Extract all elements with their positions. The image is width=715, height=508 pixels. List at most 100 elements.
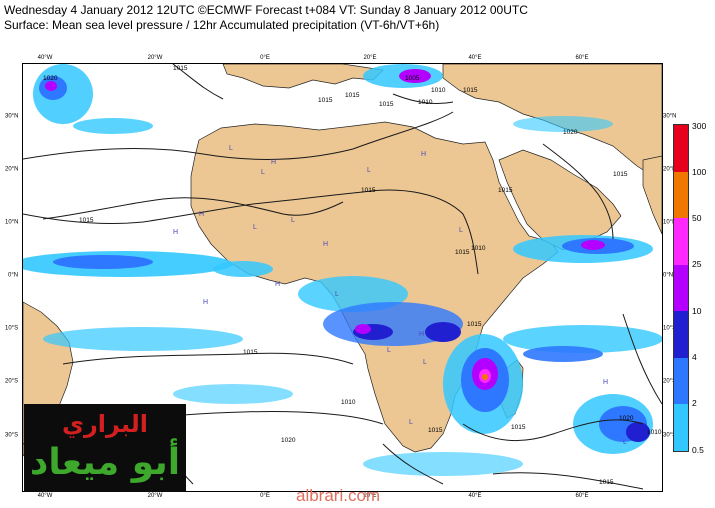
- precip-area: [43, 327, 243, 351]
- isobar-line: [23, 191, 364, 225]
- low-pressure-mark: L: [387, 347, 391, 354]
- isobar-label: 1015: [428, 427, 443, 434]
- precip-area: [355, 324, 371, 334]
- low-pressure-mark: L: [623, 439, 627, 446]
- lon-tick-top-20w: 20°W: [147, 55, 163, 61]
- lat-tick-right-20s: 20°S: [663, 378, 677, 385]
- low-pressure-mark: L: [261, 169, 265, 176]
- precip-area: [45, 81, 57, 91]
- logo-subtitle: أبو ميعاد: [29, 442, 181, 483]
- colorbar-segment: [674, 311, 688, 358]
- isobar-label: 1020: [43, 75, 58, 82]
- isobar-label: 1005: [405, 75, 420, 82]
- lat-tick-left-20s: 20°S: [5, 378, 19, 385]
- isobar-line: [42, 197, 344, 220]
- precip-area: [425, 322, 461, 342]
- isobar-label: 1015: [599, 479, 614, 486]
- colorbar-label: 10: [692, 306, 702, 316]
- lat-tick-right-30s: 30°S: [663, 432, 677, 439]
- precip-area: [173, 384, 293, 404]
- lon-tick-bottom-40w: 40°W: [37, 493, 53, 499]
- colorbar-label: 100: [692, 167, 707, 177]
- lon-tick-top-40e: 40°E: [468, 55, 482, 61]
- low-pressure-mark: L: [253, 224, 257, 231]
- lon-tick-bottom-60e: 60°E: [575, 493, 589, 499]
- low-pressure-mark: L: [335, 291, 339, 298]
- high-pressure-mark: H: [603, 379, 608, 386]
- precip-area: [53, 255, 153, 269]
- colorbar-segment: [674, 404, 688, 451]
- colorbar-label: 2: [692, 398, 697, 408]
- colorbar-label: 300: [692, 121, 707, 131]
- high-pressure-mark: H: [275, 281, 280, 288]
- forecast-map: 1020 1015 1015 1015 1015 1010 1005 1010 …: [22, 63, 663, 492]
- lon-tick-bottom-0e: 0°E: [260, 493, 270, 499]
- isobar-label: 1015: [361, 187, 376, 194]
- low-pressure-mark: L: [459, 227, 463, 234]
- colorbar-label: 0.5: [692, 445, 704, 455]
- lat-tick-left-0n: 0°N: [8, 272, 19, 279]
- precip-area: [581, 240, 605, 250]
- high-pressure-mark: H: [173, 229, 178, 236]
- pressure-centers: H H L L L H H L L H H H L H L L H L H L …: [109, 145, 627, 446]
- isobar-line: [362, 189, 479, 275]
- lon-tick-top-40w: 40°W: [37, 55, 53, 61]
- high-pressure-mark: H: [271, 159, 276, 166]
- isobar-label: 1015: [243, 349, 258, 356]
- lat-tick-left-20n: 20°N: [5, 166, 19, 173]
- colorbar-label: 25: [692, 259, 702, 269]
- high-pressure-mark: H: [199, 211, 204, 218]
- precip-area: [523, 346, 603, 362]
- colorbar-label: 50: [692, 213, 702, 223]
- low-pressure-mark: L: [423, 359, 427, 366]
- isobar-label: 1015: [345, 92, 360, 99]
- low-pressure-mark: L: [367, 167, 371, 174]
- colorbar-label: 4: [692, 352, 697, 362]
- lon-tick-bottom-20e: 20°E: [363, 493, 377, 499]
- isobar-line: [492, 472, 644, 490]
- precip-area: [363, 452, 523, 476]
- precip-area: [513, 116, 613, 132]
- isobar-label: 1015: [467, 321, 482, 328]
- field-description: Surface: Mean sea level pressure / 12hr …: [4, 18, 440, 32]
- map-header: Wednesday 4 January 2012 12UTC ©ECMWF Fo…: [4, 3, 704, 33]
- precipitation-colorbar: [673, 124, 689, 452]
- lat-tick-left-30n: 30°N: [5, 113, 19, 120]
- isobar-label: 1015: [511, 424, 526, 431]
- isobar-label: 1015: [455, 249, 470, 256]
- logo-title: البراري: [61, 410, 148, 438]
- lat-tick-left-10s: 10°S: [5, 325, 19, 332]
- precip-area: [213, 261, 273, 277]
- isobar-labels: 1020 1015 1015 1015 1015 1010 1005 1010 …: [43, 65, 662, 486]
- low-pressure-mark: L: [229, 145, 233, 152]
- lat-tick-right-10s: 10°S: [663, 325, 677, 332]
- albrari-logo: البراري أبو ميعاد: [24, 404, 186, 492]
- colorbar-segment: [674, 218, 688, 265]
- isobar-label: 1010: [431, 87, 446, 94]
- isobar-label: 1015: [613, 171, 628, 178]
- colorbar-segment: [674, 265, 688, 311]
- map-canvas: 1020 1015 1015 1015 1015 1010 1005 1010 …: [23, 64, 662, 490]
- lat-tick-left-10n: 10°N: [5, 219, 19, 226]
- isobar-label: 1010: [647, 429, 662, 436]
- precip-area: [399, 69, 431, 83]
- lat-tick-right-0n: 0°N: [663, 272, 674, 279]
- precip-area: [626, 422, 650, 442]
- isobar-label: 1020: [281, 437, 296, 444]
- isobar-label: 1015: [498, 187, 513, 194]
- site-watermark: albrari.com: [296, 486, 381, 505]
- lon-tick-top-60e: 60°E: [575, 55, 589, 61]
- isobar-line: [462, 419, 644, 442]
- isobar-label: 1015: [79, 217, 94, 224]
- isobar-label: 1015: [463, 87, 478, 94]
- isobar-line: [392, 93, 454, 105]
- high-pressure-mark: H: [323, 241, 328, 248]
- high-pressure-mark: H: [421, 151, 426, 158]
- lon-tick-top-0e: 0°E: [260, 55, 270, 61]
- lon-tick-bottom-40e: 40°E: [468, 493, 482, 499]
- isobar-line: [62, 352, 354, 365]
- precip-area: [73, 118, 153, 134]
- forecast-title: Wednesday 4 January 2012 12UTC ©ECMWF Fo…: [4, 3, 528, 17]
- isobar-label: 1010: [471, 245, 486, 252]
- lat-tick-right-30n: 30°N: [663, 113, 677, 120]
